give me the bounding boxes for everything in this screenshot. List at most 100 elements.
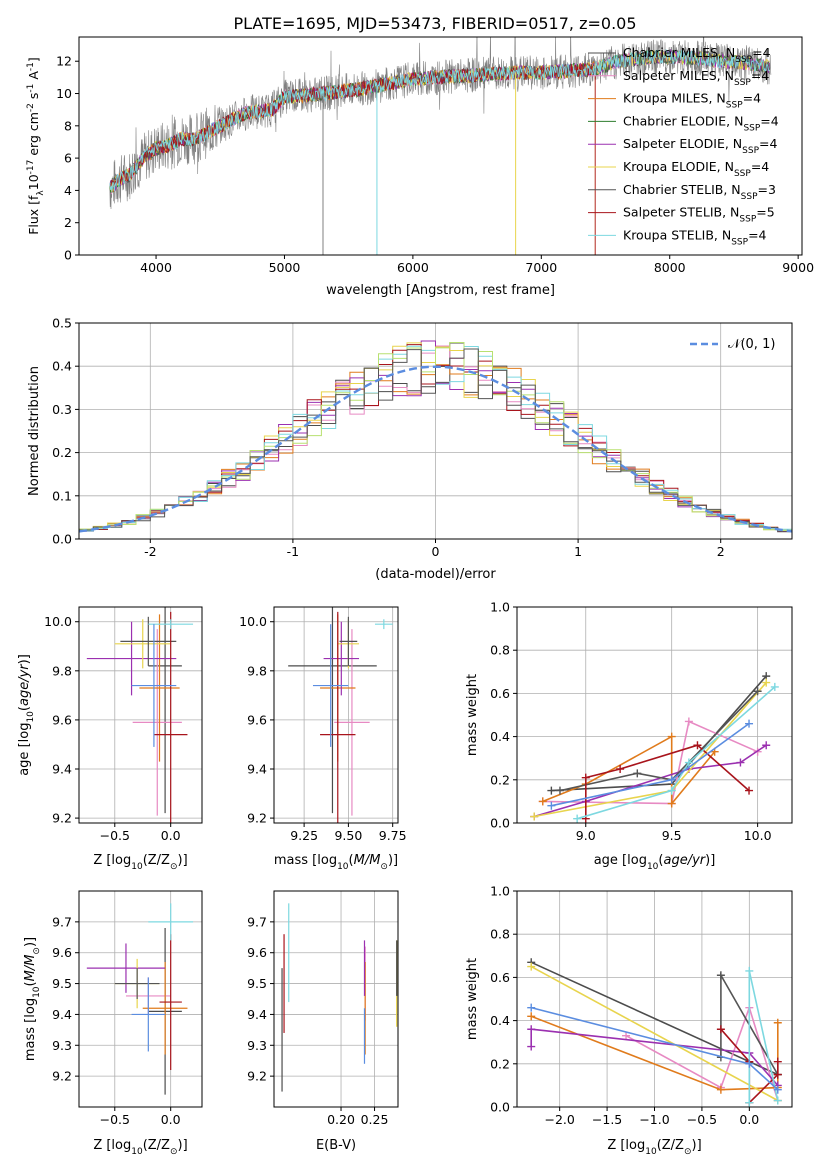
x-tick-label: 1 [574, 544, 582, 559]
x-tick-label: −0.5 [100, 828, 130, 843]
age-vs-mass-plot [288, 607, 393, 823]
spectrum-y-axis-label-part: -2 [26, 103, 36, 112]
y-tick-label: 2 [64, 215, 72, 230]
y-tick-label: 9.4 [52, 762, 72, 777]
mass-weight-line [748, 970, 779, 1103]
massweight-Z-y-axis-label: mass weight [465, 958, 480, 1040]
legend-label: Chabrier STELIB, NSSP=3 [623, 182, 776, 202]
x-tick-label: 0 [432, 544, 440, 559]
mass-weight-marker [716, 1085, 725, 1094]
age-vs-mass-x-axis-label-part: M/M [354, 853, 381, 868]
mass-vs-Z-frame [78, 890, 203, 1108]
legend-label-part: Salpeter MILES, N [623, 68, 734, 83]
massweight-age-x-axis-label: age [log10(age/yr)] [594, 853, 716, 872]
legend-label-part: =4 [748, 227, 766, 242]
y-tick-label: 9.4 [247, 1007, 267, 1022]
y-tick-label: 10 [56, 86, 72, 101]
y-tick-label: 8 [64, 118, 72, 133]
y-tick-label: 10.0 [44, 614, 72, 629]
y-tick-label: 0.0 [52, 532, 72, 547]
mass-vs-Z-x-axis-label-part: Z [log [93, 1138, 131, 1153]
x-tick-label: 0.0 [161, 828, 181, 843]
legend-label: Kroupa STELIB, NSSP=4 [623, 227, 767, 247]
legend-label-part: =3 [758, 182, 776, 197]
residuals-plot [79, 340, 792, 533]
spectrum-y-axis-label-part: Flux [f [26, 195, 41, 235]
mass-vs-EBV-frame [273, 890, 399, 1108]
mass-weight-marker [667, 799, 676, 808]
legend-label-part: =4 [751, 68, 769, 83]
massweight-age-x-axis-label-part: age/yr [663, 853, 706, 868]
y-tick-label: 9.6 [247, 712, 267, 727]
mass-vs-Z-x-axis-label-part: (Z/Z [143, 1138, 170, 1153]
mass-y-axis-label-part: 10 [32, 986, 42, 998]
x-tick-label: 0.25 [361, 1112, 389, 1127]
ebv-x-axis-label: E(B-V) [316, 1138, 356, 1153]
legend-label-part: Salpeter STELIB, N [623, 205, 739, 220]
y-tick-label: 0.2 [490, 1056, 510, 1071]
x-tick-label: 6000 [397, 260, 429, 275]
mass-vs-EBV-plot [281, 903, 398, 1092]
mass-weight-marker [547, 786, 556, 795]
y-tick-label: 12 [56, 54, 72, 69]
mass-weight-marker [538, 797, 547, 806]
mass-weight-marker [745, 1059, 754, 1068]
mass-vs-Z-x-axis-label-part: 10 [131, 1147, 143, 1157]
age-y-axis-label: age [log10(age/yr)] [17, 654, 36, 776]
mass-weight-line [533, 744, 767, 818]
y-tick-label: 9.7 [247, 914, 267, 929]
massweight-vs-age-frame [516, 606, 793, 824]
mass-weight-marker [773, 1085, 782, 1094]
y-tick-label: 0.8 [490, 927, 510, 942]
legend-label-part: Kroupa STELIB, N [623, 227, 731, 242]
legend-label-part: Salpeter ELODIE, N [623, 136, 742, 151]
mass-weight-marker [555, 786, 564, 795]
x-tick-label: -1 [287, 544, 299, 559]
legend-label: Chabrier MILES, NSSP=4 [623, 45, 771, 65]
legend-label-part: SSP [731, 237, 748, 247]
y-tick-label: 0.6 [490, 686, 510, 701]
legend-label: Kroupa ELODIE, NSSP=4 [623, 159, 769, 179]
legend-gaussian-label: 𝒩(0, 1) [728, 337, 775, 352]
massweight-age-x-axis-label-part: )] [705, 853, 715, 868]
mass-y-axis-label-part: ( [23, 981, 38, 986]
legend-label-part: =4 [759, 136, 777, 151]
mass-weight-line [530, 1028, 779, 1086]
legend-label-part: =4 [751, 159, 769, 174]
y-tick-label: 9.8 [52, 663, 72, 678]
mass-weight-marker [745, 1098, 754, 1107]
mass-weight-marker [633, 769, 642, 778]
y-tick-label: 9.8 [247, 663, 267, 678]
y-tick-label: 9.4 [52, 1007, 72, 1022]
mass-y-axis-label-part: M/M [23, 955, 38, 982]
x-tick-label: 0.0 [739, 1112, 759, 1127]
age-vs-mass-x-axis-label-part: mass [log [274, 853, 337, 868]
mass-weight-marker [684, 758, 693, 767]
x-tick-label: 5000 [269, 260, 301, 275]
mass-weight-marker [773, 1096, 782, 1105]
mass-weight-marker [762, 741, 771, 750]
age-vs-Z-x-axis-label-part: (Z/Z [143, 853, 170, 868]
age-y-axis-label-part: age [log [17, 723, 32, 776]
spectrum-plot [109, 37, 772, 255]
legend-label-part: SSP [734, 78, 751, 88]
age-y-axis-label-part: ( [17, 706, 32, 711]
mass-weight-line [530, 965, 779, 1102]
age-vs-mass-x-axis-label-part: ( [349, 853, 354, 868]
y-tick-label: 9.6 [52, 945, 72, 960]
y-tick-label: 9.5 [247, 976, 267, 991]
mass-weight-marker [762, 678, 771, 687]
x-tick-label: −1.0 [639, 1112, 669, 1127]
spectrum-y-axis-label-part: ] [26, 57, 41, 62]
age-y-axis-label-part: age/yr [17, 663, 32, 706]
x-tick-label: −0.5 [100, 1112, 130, 1127]
mass-weight-marker [684, 717, 693, 726]
age-vs-Z-x-axis-label-part: Z [log [93, 853, 131, 868]
y-tick-label: 9.5 [52, 976, 72, 991]
mass-weight-marker [773, 1057, 782, 1066]
x-tick-label: −1.5 [592, 1112, 622, 1127]
y-tick-label: 9.3 [247, 1038, 267, 1053]
mass-weight-marker [616, 765, 625, 773]
spectrum-y-axis-label-part: -1 [26, 84, 36, 93]
massweight-vs-age-axes: 9.0 9.5 10.0 0.0 0.2 0.4 0.6 0.8 1.0 [490, 600, 792, 843]
